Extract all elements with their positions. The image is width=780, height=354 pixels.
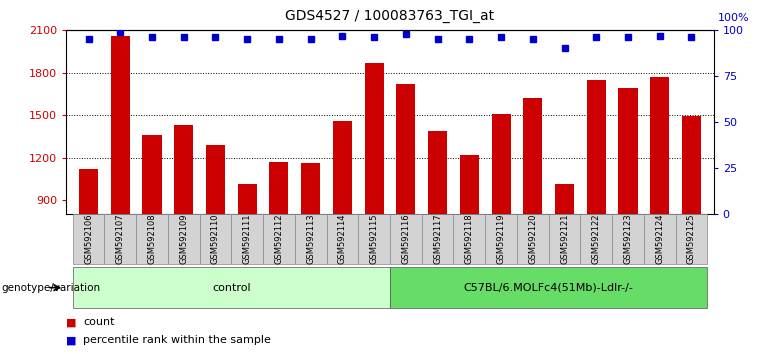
Bar bbox=[136, 214, 168, 264]
Text: GSM592110: GSM592110 bbox=[211, 214, 220, 264]
Bar bbox=[548, 214, 580, 264]
Bar bbox=[580, 214, 612, 264]
Bar bbox=[73, 214, 105, 264]
Bar bbox=[238, 184, 257, 214]
Bar bbox=[523, 98, 542, 214]
Bar bbox=[587, 80, 606, 214]
Bar bbox=[174, 125, 193, 214]
Text: GSM592125: GSM592125 bbox=[687, 214, 696, 264]
Bar bbox=[422, 214, 453, 264]
Bar bbox=[428, 131, 447, 214]
Bar bbox=[612, 214, 644, 264]
Text: percentile rank within the sample: percentile rank within the sample bbox=[83, 335, 271, 345]
Bar bbox=[682, 116, 701, 214]
Bar bbox=[206, 145, 225, 214]
Bar bbox=[555, 184, 574, 214]
Bar bbox=[105, 214, 136, 264]
Text: control: control bbox=[212, 282, 250, 293]
Bar bbox=[327, 214, 358, 264]
Bar bbox=[269, 162, 289, 214]
Text: GSM592112: GSM592112 bbox=[275, 214, 283, 264]
Text: GSM592118: GSM592118 bbox=[465, 213, 473, 264]
Text: GSM592115: GSM592115 bbox=[370, 214, 378, 264]
Text: GSM592119: GSM592119 bbox=[497, 214, 505, 264]
Bar bbox=[295, 214, 327, 264]
Text: C57BL/6.MOLFc4(51Mb)-Ldlr-/-: C57BL/6.MOLFc4(51Mb)-Ldlr-/- bbox=[464, 282, 633, 293]
Text: GSM592106: GSM592106 bbox=[84, 213, 93, 264]
Bar bbox=[358, 214, 390, 264]
Text: GSM592111: GSM592111 bbox=[243, 214, 252, 264]
Text: GSM592109: GSM592109 bbox=[179, 214, 188, 264]
Bar bbox=[263, 214, 295, 264]
Text: GSM592121: GSM592121 bbox=[560, 214, 569, 264]
Text: count: count bbox=[83, 318, 115, 327]
Text: GSM592123: GSM592123 bbox=[623, 213, 633, 264]
Text: GSM592124: GSM592124 bbox=[655, 214, 665, 264]
Text: GSM592117: GSM592117 bbox=[433, 213, 442, 264]
Bar bbox=[73, 267, 390, 308]
Bar bbox=[517, 214, 548, 264]
Text: GSM592122: GSM592122 bbox=[592, 214, 601, 264]
Bar bbox=[232, 214, 263, 264]
Bar bbox=[491, 114, 511, 214]
Bar bbox=[460, 155, 479, 214]
Text: 100%: 100% bbox=[718, 13, 750, 23]
Text: GDS4527 / 100083763_TGI_at: GDS4527 / 100083763_TGI_at bbox=[285, 9, 495, 23]
Text: GSM592108: GSM592108 bbox=[147, 213, 157, 264]
Text: GSM592116: GSM592116 bbox=[402, 213, 410, 264]
Bar bbox=[79, 169, 98, 214]
Bar bbox=[333, 121, 352, 214]
Bar bbox=[619, 88, 637, 214]
Bar bbox=[485, 214, 517, 264]
Bar bbox=[143, 135, 161, 214]
Bar bbox=[390, 267, 707, 308]
Bar bbox=[168, 214, 200, 264]
Text: ■: ■ bbox=[66, 335, 76, 345]
Bar bbox=[453, 214, 485, 264]
Text: GSM592113: GSM592113 bbox=[307, 213, 315, 264]
Bar bbox=[396, 84, 416, 214]
Text: ■: ■ bbox=[66, 318, 76, 327]
Bar bbox=[200, 214, 232, 264]
Text: GSM592107: GSM592107 bbox=[115, 213, 125, 264]
Bar bbox=[364, 63, 384, 214]
Bar bbox=[651, 77, 669, 214]
Bar bbox=[675, 214, 707, 264]
Bar bbox=[301, 163, 320, 214]
Text: GSM592114: GSM592114 bbox=[338, 214, 347, 264]
Bar bbox=[390, 214, 422, 264]
Text: GSM592120: GSM592120 bbox=[528, 214, 537, 264]
Text: genotype/variation: genotype/variation bbox=[2, 282, 101, 293]
Bar bbox=[644, 214, 675, 264]
Bar bbox=[111, 36, 129, 214]
